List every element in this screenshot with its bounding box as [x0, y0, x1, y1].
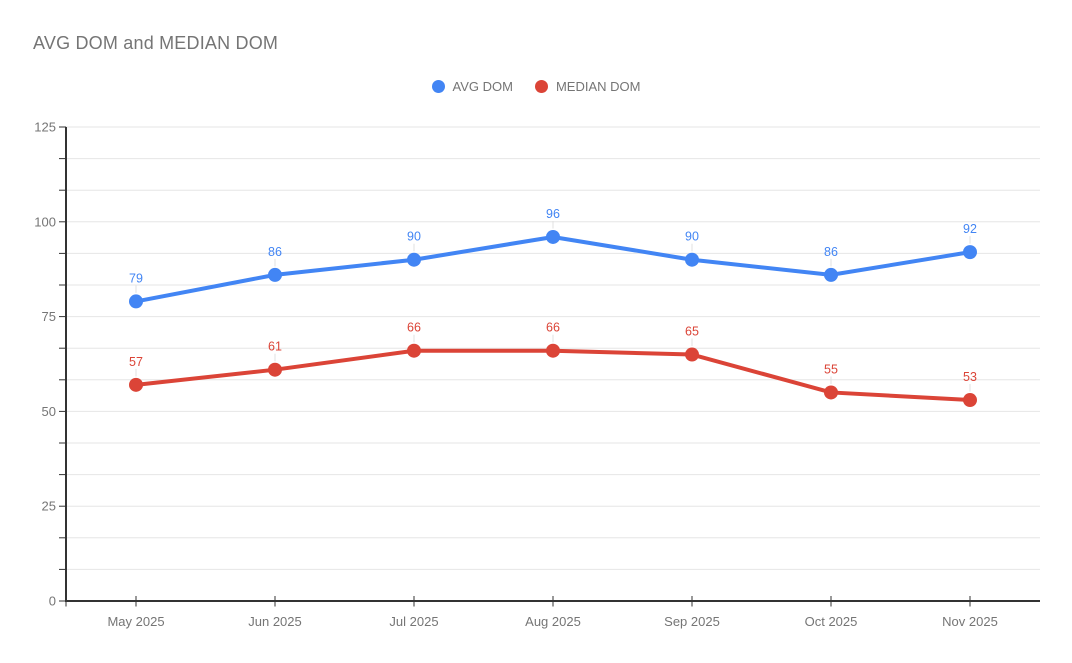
- x-axis-tick-label: Oct 2025: [805, 614, 858, 629]
- legend-swatch-median-dom: [534, 80, 548, 93]
- y-axis-tick-label: 0: [49, 594, 56, 609]
- data-point-label: 66: [546, 321, 560, 335]
- legend: AVG DOM MEDIAN DOM: [0, 79, 1072, 94]
- data-point-label: 96: [546, 207, 560, 221]
- y-axis-tick-label: 50: [42, 404, 56, 419]
- data-point-median-dom[interactable]: [685, 347, 699, 362]
- data-point-label: 92: [963, 222, 977, 236]
- series-line-avg-dom: [134, 234, 972, 304]
- legend-label: MEDIAN DOM: [555, 79, 641, 94]
- data-point-label: 57: [129, 355, 143, 369]
- legend-item-avg-dom: AVG DOM: [431, 79, 513, 94]
- data-point-label: 79: [129, 271, 143, 285]
- data-point-label: 86: [824, 245, 838, 259]
- x-axis-tick-label: May 2025: [107, 614, 164, 629]
- x-axis-tick-label: Jul 2025: [389, 614, 438, 629]
- y-axis-tick-label: 125: [34, 120, 56, 135]
- data-point-avg-dom[interactable]: [963, 245, 977, 260]
- data-point-label: 61: [268, 340, 282, 354]
- x-axis-tick-label: Sep 2025: [664, 614, 720, 629]
- data-point-label: 65: [685, 325, 699, 339]
- data-point-avg-dom[interactable]: [268, 267, 282, 282]
- y-axis-tick-label: 25: [42, 499, 56, 514]
- data-point-label: 53: [963, 370, 977, 384]
- legend-item-median-dom: MEDIAN DOM: [534, 79, 641, 94]
- legend-swatch-avg-dom: [431, 80, 445, 93]
- data-point-label: 86: [268, 245, 282, 259]
- data-point-label: 66: [407, 321, 421, 335]
- data-point-label: 55: [824, 362, 838, 376]
- data-point-median-dom[interactable]: [963, 393, 977, 408]
- legend-label: AVG DOM: [452, 79, 513, 94]
- data-point-median-dom[interactable]: [407, 343, 421, 358]
- x-axis-tick-label: Nov 2025: [942, 614, 998, 629]
- data-point-median-dom[interactable]: [268, 362, 282, 377]
- y-axis-tick-label: 100: [34, 214, 56, 229]
- data-point-median-dom[interactable]: [824, 385, 838, 400]
- x-axis-tick-label: Aug 2025: [525, 614, 581, 629]
- x-axis-tick-label: Jun 2025: [248, 614, 302, 629]
- data-point-label: 90: [407, 230, 421, 244]
- chart-title: AVG DOM and MEDIAN DOM: [33, 33, 279, 53]
- y-axis-tick-label: 75: [42, 309, 56, 324]
- data-point-avg-dom[interactable]: [407, 252, 421, 267]
- data-point-label: 90: [685, 230, 699, 244]
- data-point-avg-dom[interactable]: [685, 252, 699, 267]
- data-point-avg-dom[interactable]: [824, 267, 838, 282]
- data-point-median-dom[interactable]: [129, 377, 143, 392]
- series-line-median-dom: [134, 348, 972, 403]
- data-point-median-dom[interactable]: [546, 343, 560, 358]
- data-point-avg-dom[interactable]: [129, 294, 143, 309]
- data-point-avg-dom[interactable]: [546, 229, 560, 244]
